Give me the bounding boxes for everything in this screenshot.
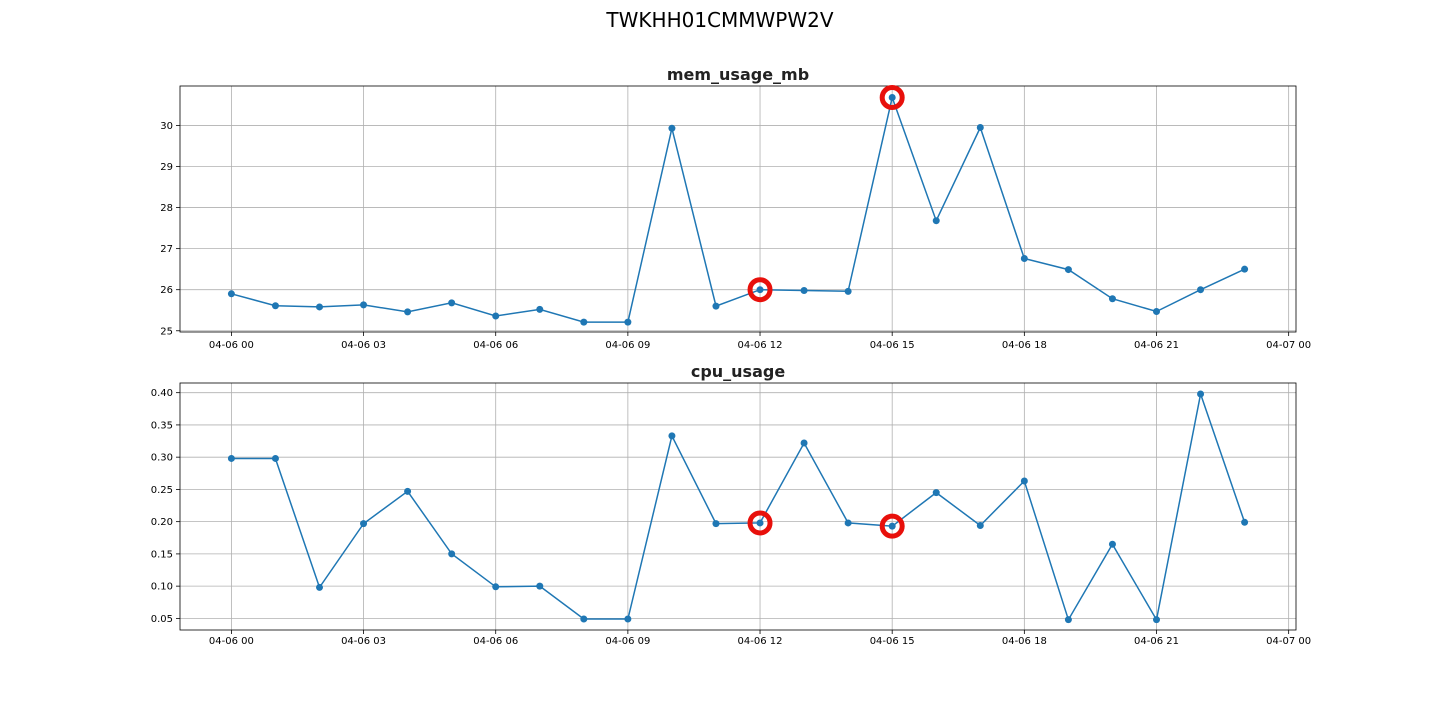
x-tick-label: 04-06 12 (738, 340, 783, 351)
data-point (1153, 616, 1160, 624)
x-tick-label: 04-06 18 (1002, 340, 1047, 351)
x-tick-label: 04-07 00 (1266, 636, 1311, 647)
data-point (800, 439, 808, 447)
data-point (316, 303, 323, 311)
data-point (888, 93, 896, 101)
data-point (492, 583, 500, 591)
data-point (271, 454, 279, 462)
data-point (844, 287, 852, 295)
data-point (1020, 254, 1028, 262)
anomaly-marker (879, 84, 905, 110)
data-point (1197, 390, 1205, 398)
data-point (227, 454, 235, 462)
y-tick-label: 0.20 (151, 517, 173, 528)
x-tick-label: 04-06 03 (341, 340, 386, 351)
series-line (231, 391, 1246, 622)
y-tick-label: 30 (160, 121, 173, 132)
data-point (580, 615, 588, 623)
x-tick-label: 04-06 15 (870, 636, 915, 647)
data-point (448, 299, 456, 307)
data-point (976, 522, 984, 530)
data-point (1241, 518, 1249, 526)
y-tick-label: 29 (160, 162, 173, 173)
data-point (316, 583, 323, 591)
data-point (624, 318, 632, 326)
plot-frame (179, 382, 1297, 631)
data-point (844, 519, 852, 527)
data-point (932, 489, 940, 497)
data-point (668, 432, 676, 440)
x-tick-label: 04-06 18 (1002, 636, 1047, 647)
data-point (668, 124, 676, 132)
data-point (1153, 307, 1160, 315)
x-tick-label: 04-06 09 (605, 636, 650, 647)
panel-title: mem_usage_mb (667, 65, 809, 84)
y-tick-label: 0.05 (151, 614, 173, 625)
x-tick-label: 04-07 00 (1266, 340, 1311, 351)
data-point (1197, 286, 1205, 294)
series-line (231, 94, 1245, 323)
x-tick-label: 04-06 00 (209, 340, 254, 351)
y-tick-label: 0.10 (151, 582, 173, 593)
panel-title: cpu_usage (691, 362, 785, 381)
data-point (536, 305, 544, 313)
y-tick-label: 0.35 (151, 420, 173, 431)
data-point (227, 290, 235, 298)
x-tick-label: 04-06 15 (870, 340, 915, 351)
y-tick-label: 28 (160, 203, 173, 214)
data-point (976, 123, 984, 131)
data-point (404, 308, 412, 316)
anomaly-marker (879, 513, 905, 539)
data-point (1064, 266, 1072, 274)
data-point (536, 582, 544, 590)
data-point (580, 318, 588, 326)
data-point (712, 302, 720, 310)
data-point (1108, 540, 1116, 548)
x-tick-label: 04-06 12 (738, 636, 783, 647)
plot-frame (179, 85, 1297, 333)
data-point (360, 520, 368, 528)
anomaly-marker (747, 510, 773, 536)
data-point (360, 301, 368, 309)
y-tick-label: 0.25 (151, 485, 173, 496)
figure-title: TWKHH01CMMWPW2V (606, 8, 834, 32)
data-point (712, 520, 720, 528)
x-tick-label: 04-06 21 (1134, 636, 1179, 647)
data-point (1241, 265, 1249, 273)
data-point (1064, 616, 1072, 624)
data-point (932, 217, 940, 225)
y-tick-label: 27 (160, 244, 173, 255)
x-tick-label: 04-06 06 (473, 340, 518, 351)
x-tick-label: 04-06 00 (209, 636, 254, 647)
data-point (800, 287, 808, 295)
x-tick-label: 04-06 06 (473, 636, 518, 647)
x-tick-label: 04-06 03 (341, 636, 386, 647)
x-tick-label: 04-06 09 (605, 340, 650, 351)
data-point (624, 615, 632, 623)
data-point (888, 522, 896, 530)
data-point (404, 487, 412, 495)
data-point (271, 302, 279, 310)
y-tick-label: 25 (160, 326, 173, 337)
y-tick-label: 0.30 (151, 453, 173, 464)
y-tick-label: 0.40 (151, 388, 173, 399)
data-point (1108, 295, 1116, 303)
data-point (1020, 477, 1028, 485)
data-point (756, 519, 764, 527)
data-point (756, 286, 764, 294)
data-point (448, 550, 456, 558)
x-tick-label: 04-06 21 (1134, 340, 1179, 351)
y-tick-label: 26 (160, 285, 173, 296)
anomaly-marker (747, 277, 773, 303)
y-tick-label: 0.15 (151, 549, 173, 560)
data-point (492, 312, 500, 320)
